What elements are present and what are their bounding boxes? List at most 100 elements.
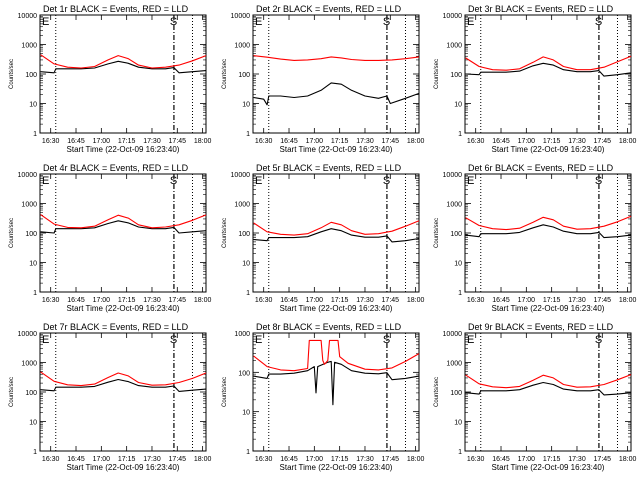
series-line-black (465, 381, 632, 396)
y-tick-label: 100 (450, 390, 462, 397)
series-line-black (253, 228, 420, 243)
x-tick-label: 17:45 (382, 456, 400, 463)
series-line-red (253, 339, 420, 372)
plot-frame (39, 14, 207, 134)
plot-frame (464, 14, 632, 134)
x-tick-label: 17:15 (118, 138, 136, 145)
x-tick-label: 17:00 (93, 456, 111, 463)
x-tick-label: 16:45 (492, 138, 510, 145)
marker-s: S (383, 175, 390, 187)
plot-frame (252, 173, 420, 293)
x-tick-label: 17:15 (118, 297, 136, 304)
plot-frame (464, 173, 632, 293)
y-tick-label: 1 (458, 449, 462, 456)
x-tick-label: 17:45 (169, 138, 187, 145)
x-axis-label: Start Time (22-Oct-09 16:23:40) (67, 463, 180, 472)
x-tick-label: 17:30 (143, 138, 161, 145)
x-tick-label: 16:30 (255, 138, 273, 145)
y-tick-label: 10000 (18, 172, 38, 179)
x-tick-label: 16:45 (492, 456, 510, 463)
panel-title: Det 8r BLACK = Events, RED = LLD (256, 322, 402, 332)
marker-e: E (467, 334, 474, 346)
x-tick-label: 17:30 (568, 456, 586, 463)
y-tick-label: 10 (29, 420, 37, 427)
x-axis-label: Start Time (22-Oct-09 16:23:40) (492, 145, 605, 154)
x-axis-label: Start Time (22-Oct-09 16:23:40) (492, 463, 605, 472)
y-tick-label: 1000 (446, 202, 462, 209)
x-axis-label: Start Time (22-Oct-09 16:23:40) (280, 304, 393, 313)
panel-det-1: Det 1r BLACK = Events, RED = LLD 1 10 100 10… (9, 4, 211, 154)
x-tick-label: 17:15 (543, 297, 561, 304)
marker-e: E (255, 334, 262, 346)
y-axis-label: Counts/sec (9, 218, 15, 248)
y-tick-label: 10 (454, 261, 462, 268)
panel-title: Det 5r BLACK = Events, RED = LLD (256, 163, 402, 173)
y-tick-label: 1000 (21, 361, 37, 368)
series-line-red (253, 220, 420, 236)
x-tick-label: 17:45 (382, 138, 400, 145)
series-line-black (40, 378, 207, 392)
x-tick-label: 18:00 (407, 138, 425, 145)
x-tick-label: 17:45 (169, 456, 187, 463)
panel-det-9: Det 9r BLACK = Events, RED = LLD 1 10 100 10… (434, 322, 636, 472)
x-tick-label: 16:30 (42, 456, 60, 463)
y-tick-label: 1 (33, 290, 37, 297)
x-axis-label: Start Time (22-Oct-09 16:23:40) (280, 145, 393, 154)
plot-frame (252, 14, 420, 134)
y-tick-label: 1 (246, 290, 250, 297)
y-tick-label: 10000 (443, 172, 463, 179)
y-axis-label: Counts/sec (222, 59, 228, 89)
x-tick-label: 17:00 (93, 138, 111, 145)
y-tick-label: 1000 (234, 331, 250, 338)
panel-det-6: Det 6r BLACK = Events, RED = LLD 1 10 100 10… (434, 163, 636, 313)
panel-det-4: Det 4r BLACK = Events, RED = LLD 1 10 100 10… (9, 163, 211, 313)
y-tick-label: 10 (29, 261, 37, 268)
marker-e: E (467, 16, 474, 28)
x-tick-label: 18:00 (407, 297, 425, 304)
x-tick-label: 17:15 (331, 297, 349, 304)
x-tick-label: 17:15 (331, 138, 349, 145)
x-tick-label: 18:00 (407, 456, 425, 463)
y-tick-label: 10 (242, 261, 250, 268)
y-tick-label: 1 (246, 449, 250, 456)
marker-s: S (595, 16, 602, 28)
x-tick-label: 16:30 (467, 138, 485, 145)
y-tick-label: 1000 (446, 43, 462, 50)
x-tick-label: 16:30 (467, 456, 485, 463)
x-tick-label: 18:00 (619, 297, 637, 304)
x-tick-label: 16:45 (67, 297, 85, 304)
x-axis-label: Start Time (22-Oct-09 16:23:40) (67, 304, 180, 313)
x-tick-label: 16:30 (42, 138, 60, 145)
x-tick-label: 18:00 (194, 456, 212, 463)
y-tick-label: 100 (450, 231, 462, 238)
y-tick-label: 10 (242, 102, 250, 109)
x-axis-label: Start Time (22-Oct-09 16:23:40) (492, 304, 605, 313)
series-line-black (253, 360, 420, 406)
x-tick-label: 16:30 (255, 297, 273, 304)
x-tick-label: 17:45 (594, 138, 612, 145)
x-tick-label: 17:15 (543, 456, 561, 463)
y-tick-label: 1 (246, 131, 250, 138)
x-tick-label: 17:15 (118, 456, 136, 463)
y-axis-label: Counts/sec (9, 377, 15, 407)
x-tick-label: 18:00 (194, 138, 212, 145)
marker-s: S (170, 175, 177, 187)
x-tick-label: 17:45 (594, 297, 612, 304)
plot-frame (39, 332, 207, 452)
y-tick-label: 1000 (234, 43, 250, 50)
x-tick-label: 17:30 (143, 456, 161, 463)
x-tick-label: 17:00 (306, 138, 324, 145)
marker-e: E (467, 175, 474, 187)
panel-det-2: Det 2r BLACK = Events, RED = LLD 1 10 100 10… (222, 4, 424, 154)
x-tick-label: 17:30 (568, 297, 586, 304)
x-tick-label: 18:00 (619, 456, 637, 463)
y-tick-label: 1000 (446, 361, 462, 368)
panel-title: Det 7r BLACK = Events, RED = LLD (43, 322, 189, 332)
marker-e: E (255, 16, 262, 28)
marker-s: S (170, 334, 177, 346)
y-tick-label: 1000 (234, 202, 250, 209)
y-tick-label: 10000 (18, 331, 38, 338)
y-tick-label: 10 (454, 102, 462, 109)
x-tick-label: 17:45 (382, 297, 400, 304)
